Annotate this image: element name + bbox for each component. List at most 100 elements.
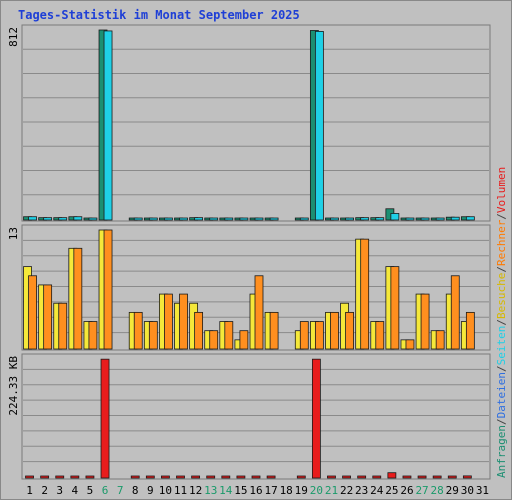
- panel-top: [21, 24, 491, 222]
- bar-bottom-volumen: [40, 475, 50, 479]
- bar-bottom-volumen: [236, 475, 246, 479]
- y-max-label-top: 812: [7, 27, 20, 47]
- bar-top-dateien: [179, 217, 188, 221]
- bar-middle-besuche: [254, 275, 264, 350]
- x-tick-label: 11: [174, 484, 187, 497]
- legend-entry: Dateien: [495, 372, 508, 418]
- bar-middle-besuche: [360, 238, 370, 350]
- x-tick-label: 8: [132, 484, 139, 497]
- bar-top-dateien: [254, 217, 264, 221]
- bar-bottom-volumen: [221, 475, 231, 479]
- x-tick-label: 13: [204, 484, 217, 497]
- bar-middle-besuche: [390, 266, 400, 350]
- bar-top-dateien: [28, 216, 37, 221]
- bar-bottom-volumen: [387, 472, 397, 479]
- bar-bottom-volumen: [357, 475, 367, 479]
- bar-middle-besuche: [299, 321, 309, 350]
- bar-bottom-volumen: [296, 475, 306, 479]
- x-tick-label: 5: [87, 484, 94, 497]
- legend-entry: /: [495, 213, 508, 220]
- bar-middle-besuche: [239, 330, 249, 350]
- bar-middle-besuche: [164, 293, 173, 350]
- bar-top-dateien: [73, 216, 83, 221]
- bar-top-dateien: [330, 217, 339, 221]
- x-tick-label: 3: [56, 484, 63, 497]
- bar-middle-besuche: [103, 229, 113, 350]
- bar-middle-besuche: [405, 339, 415, 350]
- bar-middle-besuche: [88, 321, 98, 350]
- x-tick-label: 15: [234, 484, 247, 497]
- bar-bottom-volumen: [191, 475, 201, 479]
- bar-middle-besuche: [269, 311, 279, 350]
- x-tick-label: 4: [72, 484, 79, 497]
- bar-top-dateien: [269, 217, 279, 221]
- x-tick-label: 19: [295, 484, 308, 497]
- legend-entry: /: [495, 319, 508, 326]
- bar-bottom-volumen: [55, 475, 65, 479]
- bar-middle-besuche: [209, 330, 219, 350]
- bar-top-dateien: [435, 217, 445, 221]
- bar-middle-besuche: [43, 284, 53, 350]
- bar-top-dateien: [194, 217, 204, 221]
- bar-bottom-volumen: [161, 475, 170, 479]
- x-tick-label: 29: [446, 484, 459, 497]
- bar-bottom-volumen: [432, 475, 442, 479]
- bar-bottom-volumen: [417, 475, 427, 479]
- legend-entry: Rechner: [495, 219, 508, 266]
- x-tick-label: 10: [159, 484, 172, 497]
- bar-top-dateien: [58, 217, 68, 221]
- x-tick-label: 26: [400, 484, 413, 497]
- bar-bottom-volumen: [25, 475, 34, 479]
- bar-top-dateien: [345, 217, 354, 221]
- bar-top-dateien: [405, 217, 415, 221]
- bar-top-dateien: [299, 217, 309, 221]
- x-tick-label: 23: [355, 484, 368, 497]
- bar-middle-besuche: [194, 311, 204, 350]
- bar-middle-besuche: [179, 293, 188, 350]
- x-tick-label: 20: [310, 484, 323, 497]
- x-tick-label: 31: [476, 484, 489, 497]
- bar-middle-besuche: [450, 275, 460, 350]
- bar-top-dateien: [164, 217, 173, 221]
- legend-entry: /: [495, 418, 508, 425]
- bar-top-dateien: [450, 216, 460, 221]
- right-legend: Anfragen/Dateien/Seiten/Besuche/Rechner/…: [495, 167, 508, 478]
- bar-bottom-volumen: [85, 475, 95, 479]
- x-tick-label: 1: [26, 484, 33, 497]
- bar-middle-besuche: [465, 311, 475, 350]
- bar-bottom-volumen: [176, 475, 185, 479]
- x-tick-label: 2: [41, 484, 48, 497]
- bar-bottom-volumen: [70, 475, 80, 479]
- x-tick-label: 30: [461, 484, 474, 497]
- bar-middle-besuche: [420, 293, 430, 350]
- bar-middle-besuche: [314, 321, 324, 350]
- bar-middle-besuche: [345, 311, 354, 350]
- y-max-label-bottom: 224.33 KB: [7, 356, 20, 416]
- bar-middle-besuche: [330, 311, 339, 350]
- legend-entry: Besuche: [495, 273, 508, 319]
- panel-bottom: [21, 353, 491, 480]
- bar-top-dateien: [360, 217, 370, 221]
- bar-top-dateien: [88, 217, 98, 221]
- x-tick-label: 21: [325, 484, 338, 497]
- bar-bottom-volumen: [311, 358, 321, 479]
- legend-entry: Volumen: [495, 167, 508, 213]
- x-tick-label: 12: [189, 484, 202, 497]
- x-tick-label: 18: [280, 484, 293, 497]
- bar-bottom-volumen: [251, 475, 261, 479]
- bar-top-dateien: [239, 217, 249, 221]
- x-tick-label: 24: [370, 484, 384, 497]
- bar-top-dateien: [133, 217, 143, 221]
- chart-title: Tages-Statistik im Monat September 2025: [18, 8, 300, 22]
- bar-bottom-volumen: [266, 475, 276, 479]
- bar-top-dateien: [420, 217, 430, 221]
- bar-middle-besuche: [148, 321, 158, 350]
- x-tick-label: 6: [102, 484, 109, 497]
- bar-top-dateien: [314, 31, 324, 221]
- bar-middle-besuche: [73, 247, 83, 350]
- x-tick-label: 25: [385, 484, 398, 497]
- x-tick-label: 9: [147, 484, 154, 497]
- bar-middle-besuche: [133, 311, 143, 350]
- legend-entry: /: [495, 266, 508, 273]
